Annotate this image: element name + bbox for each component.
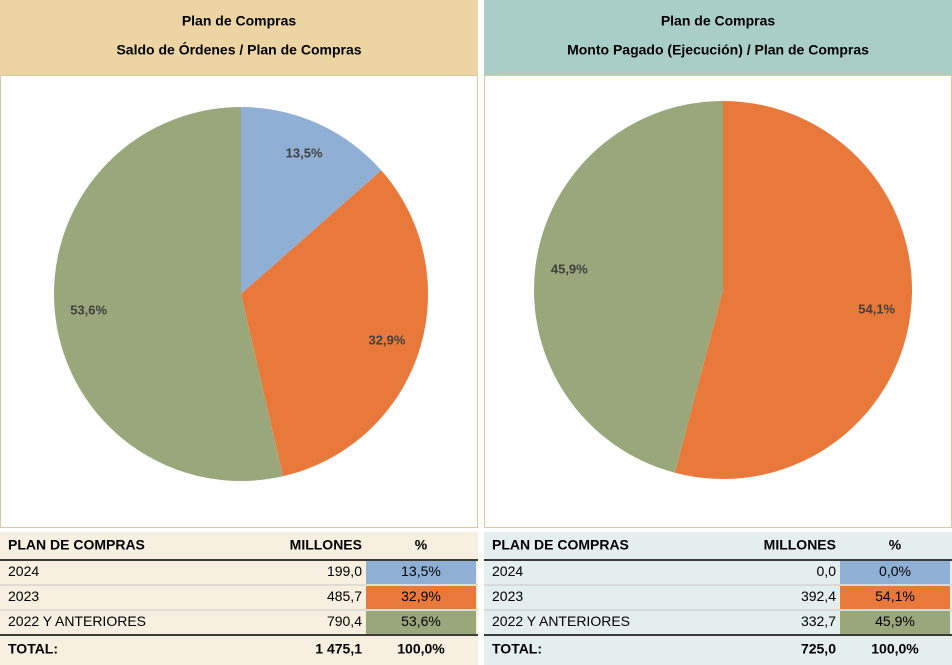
table-row-pct: 13,5% [401,563,441,579]
pct-cell [840,586,950,609]
pie-slice [241,170,428,477]
table-total-millones: 725,0 [801,641,836,657]
chart-title: Plan de Compras [661,13,776,29]
table-header-millones: MILLONES [290,537,362,553]
chart-title: Plan de Compras [182,13,297,29]
chart-subtitle: Monto Pagado (Ejecución) / Plan de Compr… [567,42,869,58]
panel-header [0,0,478,75]
panel-header [484,0,952,75]
table-row-millones: 199,0 [327,563,362,579]
table-row-pct: 53,6% [401,613,441,629]
table-row-millones: 790,4 [327,613,362,629]
table-row-label: 2023 [8,588,39,604]
table-row-millones: 332,7 [801,613,836,629]
table-total-millones: 1 475,1 [315,641,362,657]
slice-label: 53,6% [70,303,107,318]
pct-cell [840,561,950,584]
table-total-label: TOTAL: [8,641,58,657]
pct-cell [366,561,476,584]
table-row-label: 2022 Y ANTERIORES [8,613,146,629]
table-total-pct: 100,0% [871,641,919,657]
table-row-pct: 32,9% [401,588,441,604]
slice-label: 32,9% [369,332,406,347]
table-header-label: PLAN DE COMPRAS [492,537,629,553]
table-row-millones: 0,0 [817,563,837,579]
table-row-pct: 54,1% [875,588,915,604]
pie-slice [241,107,382,294]
table-total-pct: 100,0% [397,641,445,657]
table-row-pct: 0,0% [879,563,911,579]
pie-slice [53,107,283,482]
slice-label: 13,5% [286,146,323,161]
table-row-label: 2022 Y ANTERIORES [492,613,630,629]
table-row-millones: 392,4 [801,588,836,604]
table-header-label: PLAN DE COMPRAS [8,537,145,553]
slice-label: 45,9% [551,262,588,277]
table-header-millones: MILLONES [764,537,836,553]
table-row-label: 2023 [492,588,523,604]
pie-slice [674,100,913,479]
slice-label: 54,1% [858,301,895,316]
table-header-pct: % [889,537,902,553]
pie-slice [534,100,723,473]
table-header-pct: % [415,537,428,553]
table-row-pct: 45,9% [875,613,915,629]
table-row-millones: 485,7 [327,588,362,604]
table-total-label: TOTAL: [492,641,542,657]
table-row-label: 2024 [492,563,523,579]
chart-subtitle: Saldo de Órdenes / Plan de Compras [116,41,361,58]
table-row-label: 2024 [8,563,39,579]
pct-cell [366,611,476,634]
pct-cell [366,586,476,609]
pct-cell [840,611,950,634]
